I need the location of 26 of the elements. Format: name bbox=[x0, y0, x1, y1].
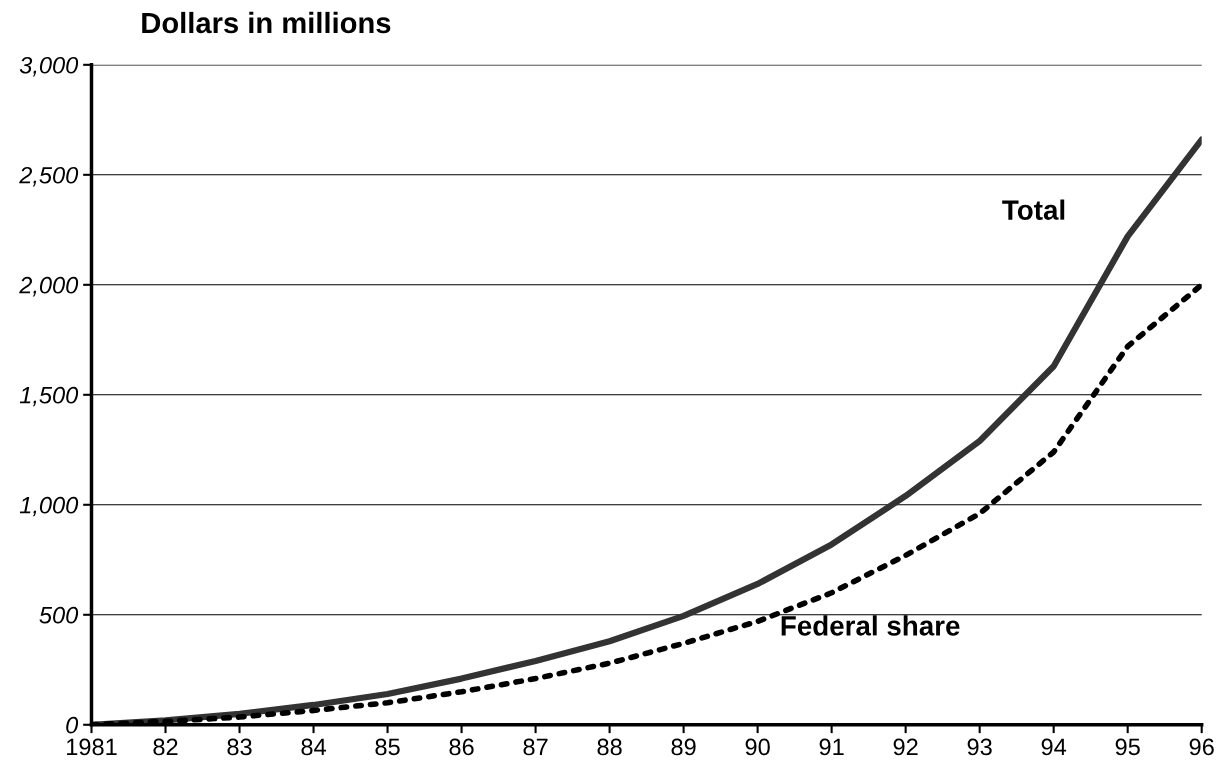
y-tick-label: 2,000 bbox=[19, 276, 79, 297]
x-tick-label: 94 bbox=[1041, 738, 1067, 756]
y-tick-label: 1,500 bbox=[19, 386, 79, 407]
x-tick-label: 96 bbox=[1189, 738, 1214, 756]
y-tick-label: 3,000 bbox=[19, 56, 79, 77]
x-tick-label: 92 bbox=[893, 738, 918, 756]
x-tick-label: 90 bbox=[745, 738, 770, 756]
y-tick-label: 0 bbox=[66, 716, 79, 734]
y-tick-label: 2,500 bbox=[19, 166, 79, 187]
x-tick-label: 95 bbox=[1115, 738, 1140, 756]
x-tick-label: 85 bbox=[375, 738, 400, 756]
y-tick-label: 500 bbox=[39, 606, 79, 624]
x-tick-label: 89 bbox=[671, 738, 696, 756]
x-tick-label: 93 bbox=[967, 738, 992, 756]
x-tick-label: 88 bbox=[597, 738, 622, 756]
x-tick-label: 87 bbox=[523, 738, 548, 756]
series-label: Federal share bbox=[781, 615, 960, 636]
x-tick-label: 91 bbox=[819, 738, 844, 756]
x-tick-label: 84 bbox=[301, 738, 326, 756]
x-tick-label: 83 bbox=[227, 738, 252, 756]
y-axis-title: Dollars in millions bbox=[142, 11, 391, 34]
x-tick-label: 1981 bbox=[67, 738, 117, 756]
text: Total bbox=[1002, 199, 1065, 220]
x-tick-label: 82 bbox=[153, 738, 178, 756]
x-tick-label: 86 bbox=[449, 738, 474, 756]
y-tick-label: 1,000 bbox=[19, 496, 79, 517]
